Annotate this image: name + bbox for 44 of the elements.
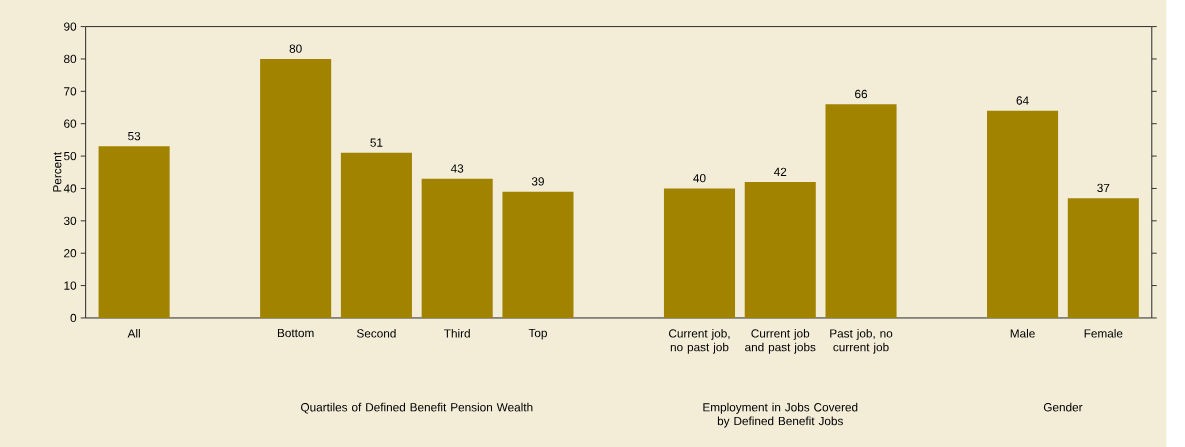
data-label: 42: [773, 167, 787, 176]
y-axis-title: Percent: [53, 152, 62, 192]
y-tick-label: 0: [70, 313, 77, 323]
bar: [421, 178, 493, 318]
y-tick-label: 50: [64, 151, 77, 161]
data-label: 64: [1016, 96, 1029, 105]
bar: [1067, 198, 1139, 318]
bar: [98, 146, 170, 318]
x-tick-label: Top: [528, 329, 547, 340]
data-label: 37: [1097, 183, 1110, 193]
bar: [502, 191, 574, 318]
data-label: 40: [693, 174, 706, 183]
bar: [260, 58, 332, 318]
data-label: 39: [531, 177, 544, 186]
y-tick-label: 90: [64, 22, 77, 31]
data-label: 80: [289, 44, 302, 53]
bar: [825, 104, 897, 318]
bar: [663, 188, 736, 318]
bar: [987, 110, 1059, 318]
y-tick-label: 60: [64, 119, 77, 128]
data-label: 53: [128, 131, 141, 141]
y-tick-label: 10: [64, 281, 77, 290]
x-tick-label: Bottom: [277, 329, 314, 338]
x-tick-label: Third: [444, 329, 470, 338]
data-label: 43: [450, 164, 464, 173]
text: Employment in Jobs Covered by Defined Benefit Jobs: [703, 402, 858, 428]
bar: [340, 152, 412, 318]
x-tick-label: Current job, no past job: [669, 329, 730, 354]
x-tick-label: Female: [1084, 329, 1123, 338]
y-tick-label: 20: [64, 249, 77, 258]
text: Quartiles of Defined Benefit Pension Wealth: [301, 402, 533, 414]
y-tick-label: 30: [63, 216, 77, 226]
x-tick-label: Past job, no current job: [830, 329, 893, 354]
text: Gender: [1043, 402, 1083, 412]
data-label: 66: [855, 89, 868, 99]
x-tick-label: All: [127, 329, 140, 338]
x-tick-label: Current job and past jobs: [745, 329, 816, 354]
x-tick-label: Second: [357, 329, 396, 338]
y-tick-label: 40: [63, 184, 77, 193]
data-label: 51: [370, 138, 383, 147]
y-tick-label: 80: [64, 54, 77, 64]
bar: [744, 182, 816, 318]
y-tick-label: 70: [64, 87, 77, 96]
x-tick-label: Male: [1010, 329, 1035, 338]
